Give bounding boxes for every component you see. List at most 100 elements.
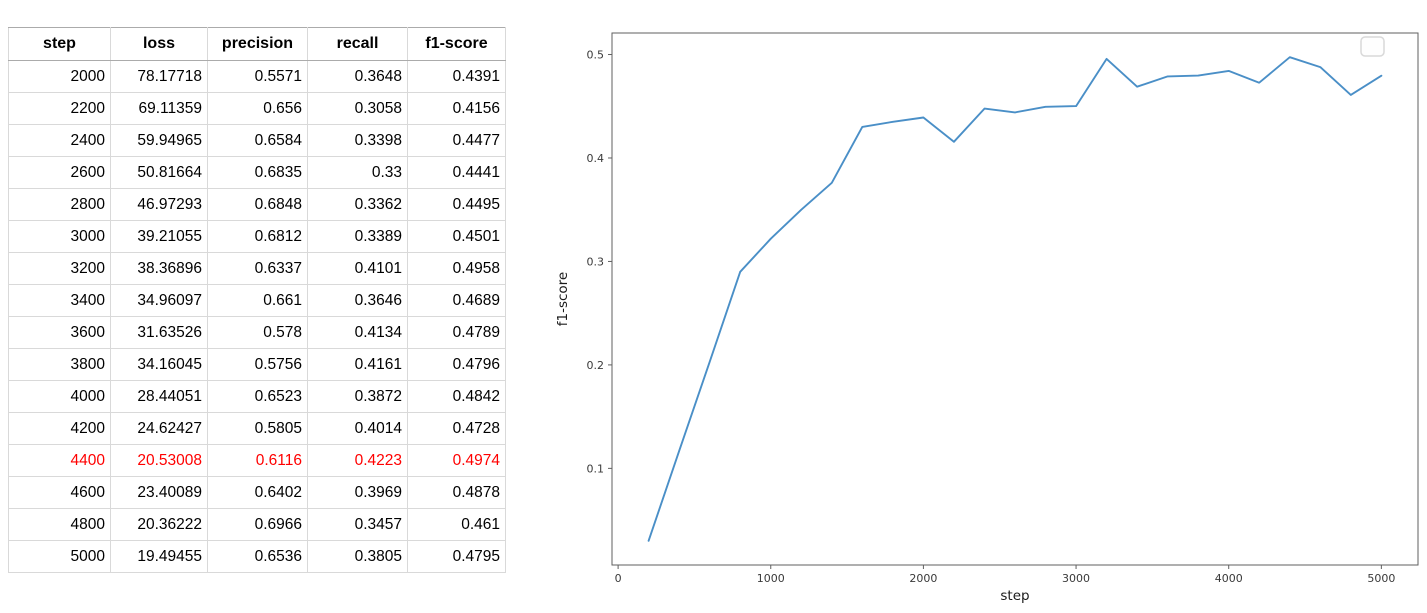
- table-cell: 0.4391: [407, 60, 506, 93]
- x-tick-label: 2000: [909, 572, 937, 585]
- x-tick-label: 0: [615, 572, 622, 585]
- legend-box: [1360, 36, 1385, 57]
- f1-score-chart: 0 1000 2000 3000 4000 5000 0.1 0.2 0.3 0.4 0.5 ste…: [540, 0, 1427, 613]
- table-cell: 0.6337: [207, 252, 308, 285]
- table-cell: 0.5571: [207, 60, 308, 93]
- table-cell: 23.40089: [110, 476, 208, 509]
- table-cell: 0.656: [207, 92, 308, 125]
- table-row-step-3000: 3000 39.21055 0.6812 0.3389 0.4501: [8, 220, 506, 253]
- f1-score-line: [647, 56, 1383, 542]
- table-cell: 3200: [8, 252, 111, 285]
- table-cell: 0.3969: [307, 476, 408, 509]
- table-row-step-3600: 3600 31.63526 0.578 0.4134 0.4789: [8, 316, 506, 349]
- table-cell: 4600: [8, 476, 111, 509]
- table-cell: 4400: [8, 444, 111, 477]
- table-cell: 0.6523: [207, 380, 308, 413]
- table-row-step-3400: 3400 34.96097 0.661 0.3646 0.4689: [8, 284, 506, 317]
- table-cell: 0.4134: [307, 316, 408, 349]
- table-row-step-2000: 2000 78.17718 0.5571 0.3648 0.4391: [8, 60, 506, 93]
- table-row-step-4600: 4600 23.40089 0.6402 0.3969 0.4878: [8, 476, 506, 509]
- table-cell: 31.63526: [110, 316, 208, 349]
- table-cell: 0.5756: [207, 348, 308, 381]
- table-cell: 39.21055: [110, 220, 208, 253]
- table-cell: 0.4501: [407, 220, 506, 253]
- table-cell: 3400: [8, 284, 111, 317]
- table-cell: 2800: [8, 188, 111, 221]
- column-header-step: step: [8, 27, 111, 61]
- table-cell: 0.4689: [407, 284, 506, 317]
- table-cell: 0.6848: [207, 188, 308, 221]
- table-row-step-3800: 3800 34.16045 0.5756 0.4161 0.4796: [8, 348, 506, 381]
- table-cell: 0.4495: [407, 188, 506, 221]
- table-cell: 24.62427: [110, 412, 208, 445]
- table-cell: 0.4789: [407, 316, 506, 349]
- table-cell: 0.3872: [307, 380, 408, 413]
- table-row-step-2400: 2400 59.94965 0.6584 0.3398 0.4477: [8, 124, 506, 157]
- metrics-table-body: 2000 78.17718 0.5571 0.3648 0.4391 2200 69.113…: [8, 60, 506, 573]
- table-cell: 50.81664: [110, 156, 208, 189]
- y-tick-label: 0.2: [587, 359, 605, 372]
- table-cell: 0.4156: [407, 92, 506, 125]
- table-cell: 0.3398: [307, 124, 408, 157]
- y-axis-label: f1-score: [555, 272, 571, 327]
- y-tick-label: 0.5: [587, 49, 605, 62]
- table-cell: 4800: [8, 508, 111, 541]
- x-tick-label: 4000: [1215, 572, 1243, 585]
- table-cell: 0.4795: [407, 540, 506, 573]
- table-cell: 0.3805: [307, 540, 408, 573]
- table-cell: 3000: [8, 220, 111, 253]
- table-cell: 0.661: [207, 284, 308, 317]
- table-cell: 0.3646: [307, 284, 408, 317]
- table-cell: 0.6812: [207, 220, 308, 253]
- column-header-f1-score: f1-score: [407, 27, 506, 61]
- table-cell: 0.6536: [207, 540, 308, 573]
- y-tick-label: 0.1: [587, 462, 605, 475]
- table-cell: 46.97293: [110, 188, 208, 221]
- table-cell: 4200: [8, 412, 111, 445]
- table-cell: 34.16045: [110, 348, 208, 381]
- table-cell: 5000: [8, 540, 111, 573]
- table-cell: 0.5805: [207, 412, 308, 445]
- table-row-step-2600: 2600 50.81664 0.6835 0.33 0.4441: [8, 156, 506, 189]
- table-row-step-4000: 4000 28.44051 0.6523 0.3872 0.4842: [8, 380, 506, 413]
- table-row-step-3200: 3200 38.36896 0.6337 0.4101 0.4958: [8, 252, 506, 285]
- metrics-table: step loss precision recall f1-score 2000 78.1…: [8, 27, 506, 573]
- table-cell: 28.44051: [110, 380, 208, 413]
- x-tick-label: 5000: [1367, 572, 1395, 585]
- table-row-step-4200: 4200 24.62427 0.5805 0.4014 0.4728: [8, 412, 506, 445]
- table-cell: 0.6584: [207, 124, 308, 157]
- table-cell: 0.4441: [407, 156, 506, 189]
- table-cell: 0.3457: [307, 508, 408, 541]
- f1-chart-svg: 0 1000 2000 3000 4000 5000 0.1 0.2 0.3 0.4 0.5 ste…: [555, 32, 1419, 604]
- table-cell: 2200: [8, 92, 111, 125]
- table-cell: 0.578: [207, 316, 308, 349]
- table-cell: 0.4958: [407, 252, 506, 285]
- table-row-step-2200: 2200 69.11359 0.656 0.3058 0.4156: [8, 92, 506, 125]
- table-cell: 3600: [8, 316, 111, 349]
- metrics-table-header: step loss precision recall f1-score: [8, 27, 506, 61]
- table-cell: 0.4161: [307, 348, 408, 381]
- table-cell: 19.49455: [110, 540, 208, 573]
- table-cell: 0.3648: [307, 60, 408, 93]
- table-cell: 0.6116: [207, 444, 308, 477]
- table-row-step-4800: 4800 20.36222 0.6966 0.3457 0.461: [8, 508, 506, 541]
- x-axis-label: step: [1000, 588, 1029, 604]
- table-cell: 2600: [8, 156, 111, 189]
- table-row-step-2800: 2800 46.97293 0.6848 0.3362 0.4495: [8, 188, 506, 221]
- table-cell: 0.4728: [407, 412, 506, 445]
- table-cell: 34.96097: [110, 284, 208, 317]
- table-cell: 0.4101: [307, 252, 408, 285]
- table-cell: 0.3058: [307, 92, 408, 125]
- table-cell: 2000: [8, 60, 111, 93]
- table-cell: 3800: [8, 348, 111, 381]
- plot-area: [611, 32, 1419, 566]
- table-cell: 0.33: [307, 156, 408, 189]
- x-tick-label: 1000: [757, 572, 785, 585]
- y-tick-label: 0.4: [587, 152, 605, 165]
- table-cell: 0.4878: [407, 476, 506, 509]
- table-cell: 0.4477: [407, 124, 506, 157]
- column-header-precision: precision: [207, 27, 308, 61]
- table-row-step-5000: 5000 19.49455 0.6536 0.3805 0.4795: [8, 540, 506, 573]
- table-cell: 0.4014: [307, 412, 408, 445]
- table-cell: 0.461: [407, 508, 506, 541]
